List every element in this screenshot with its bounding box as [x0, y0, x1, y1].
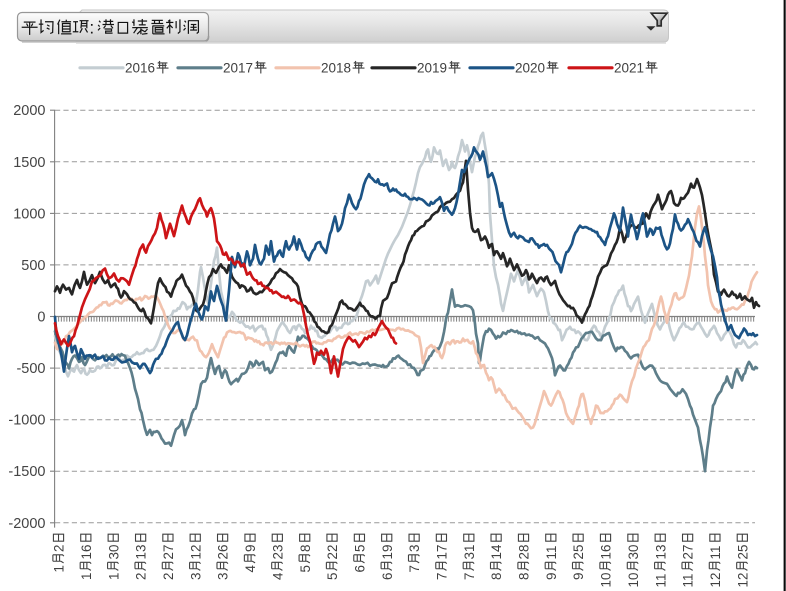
svg-text:17: 17 — [435, 545, 450, 560]
svg-text:8: 8 — [517, 573, 532, 580]
svg-text:13: 13 — [134, 545, 149, 560]
svg-text:5: 5 — [353, 545, 368, 552]
svg-text:11: 11 — [681, 574, 696, 588]
svg-text:12: 12 — [188, 545, 203, 560]
svg-text:2018: 2018 — [321, 60, 351, 75]
svg-text:16: 16 — [599, 545, 614, 560]
svg-text:2: 2 — [52, 545, 67, 552]
svg-text:1500: 1500 — [13, 155, 45, 171]
svg-text:4: 4 — [270, 572, 285, 580]
svg-text:23: 23 — [270, 545, 285, 560]
svg-text:14: 14 — [489, 544, 504, 559]
svg-text:30: 30 — [106, 545, 121, 560]
svg-text:16: 16 — [79, 545, 94, 560]
svg-text:27: 27 — [681, 545, 696, 560]
svg-text:-2000: -2000 — [8, 516, 45, 532]
svg-text:6: 6 — [380, 573, 395, 580]
svg-text:1: 1 — [79, 573, 94, 580]
svg-text:1: 1 — [52, 565, 67, 572]
svg-text:2021: 2021 — [614, 60, 644, 75]
svg-text:4: 4 — [243, 565, 258, 573]
svg-text:0: 0 — [37, 310, 45, 326]
svg-text:12: 12 — [708, 573, 723, 588]
svg-text:2: 2 — [134, 573, 149, 580]
svg-text:13: 13 — [653, 545, 668, 560]
svg-text::: : — [89, 18, 94, 38]
svg-text:5: 5 — [325, 573, 340, 580]
svg-text:9: 9 — [243, 545, 258, 552]
svg-text:2016: 2016 — [125, 60, 155, 75]
svg-text:500: 500 — [21, 258, 45, 274]
svg-text:11: 11 — [653, 574, 668, 588]
svg-text:25: 25 — [571, 545, 586, 560]
svg-text:7: 7 — [407, 565, 422, 572]
svg-text:22: 22 — [325, 545, 340, 560]
svg-text:-1000: -1000 — [8, 413, 45, 429]
svg-text:7: 7 — [435, 573, 450, 580]
svg-text:2000: 2000 — [13, 103, 45, 119]
svg-text:31: 31 — [462, 545, 477, 560]
svg-text:2020: 2020 — [515, 60, 545, 75]
svg-text:10: 10 — [626, 573, 641, 588]
svg-text:3: 3 — [188, 573, 203, 580]
svg-text:28: 28 — [517, 545, 532, 560]
svg-text:26: 26 — [216, 545, 231, 560]
svg-text:9: 9 — [544, 573, 559, 580]
svg-text:25: 25 — [735, 545, 750, 560]
svg-text:1: 1 — [106, 573, 121, 580]
svg-text:12: 12 — [735, 573, 750, 588]
svg-text:2017: 2017 — [223, 60, 253, 75]
svg-text:2019: 2019 — [417, 60, 447, 75]
svg-text:27: 27 — [161, 545, 176, 560]
svg-text:11: 11 — [708, 546, 723, 560]
svg-text:1000: 1000 — [13, 206, 45, 222]
svg-text:-1500: -1500 — [8, 464, 45, 480]
svg-text:8: 8 — [489, 573, 504, 580]
svg-text:7: 7 — [462, 573, 477, 580]
svg-text:30: 30 — [626, 545, 641, 560]
svg-text:19: 19 — [380, 545, 395, 560]
svg-text:-500: -500 — [16, 361, 45, 377]
svg-text:8: 8 — [298, 545, 313, 552]
svg-text:10: 10 — [599, 573, 614, 588]
svg-text:2: 2 — [161, 573, 176, 580]
svg-text:9: 9 — [571, 573, 586, 580]
svg-text:11: 11 — [544, 546, 559, 560]
svg-text:3: 3 — [216, 573, 231, 580]
svg-text:3: 3 — [407, 545, 422, 552]
svg-text:5: 5 — [298, 565, 313, 572]
svg-text:6: 6 — [353, 565, 368, 572]
